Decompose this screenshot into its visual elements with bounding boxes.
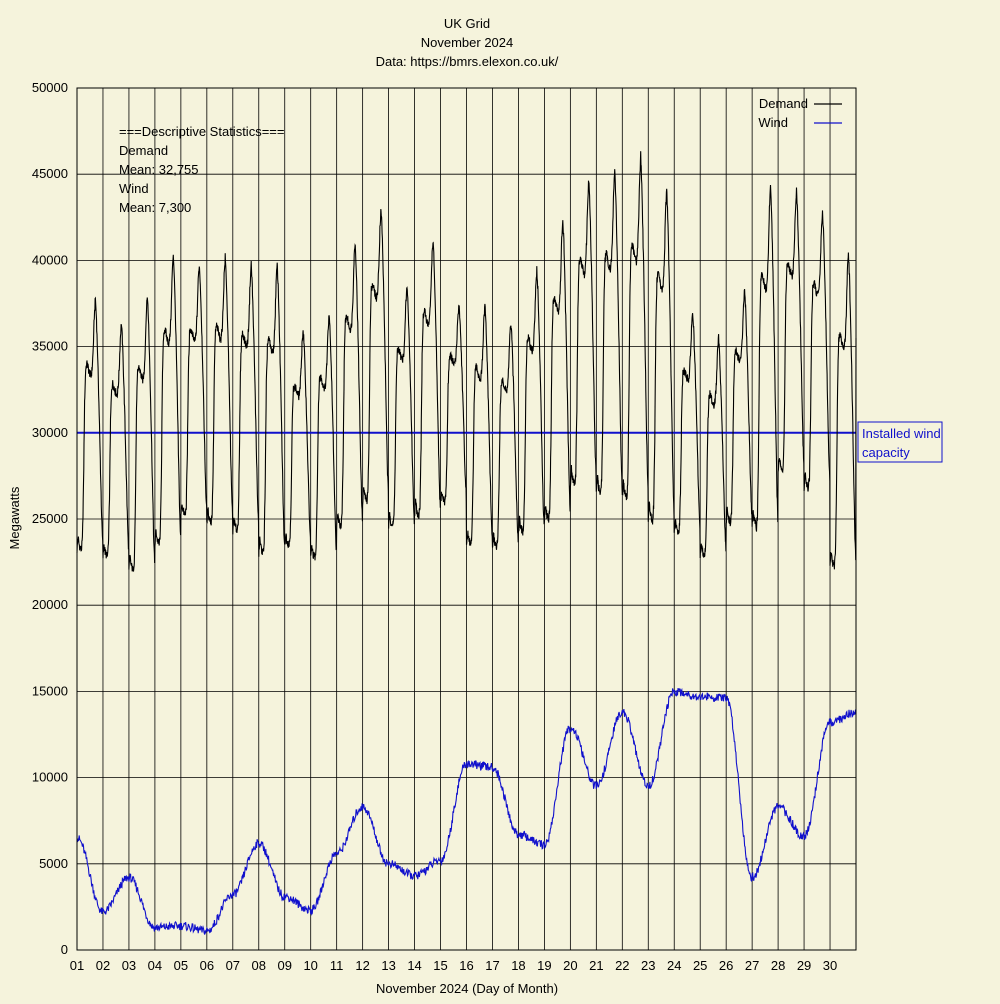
- y-tick-label: 10000: [32, 770, 68, 785]
- x-tick-label: 05: [174, 958, 188, 973]
- x-tick-label: 14: [407, 958, 421, 973]
- x-tick-label: 22: [615, 958, 629, 973]
- x-tick-label: 02: [96, 958, 110, 973]
- stats-demand-mean: Mean: 32,755: [119, 162, 199, 177]
- x-tick-label: 23: [641, 958, 655, 973]
- x-tick-label: 30: [823, 958, 837, 973]
- x-tick-label: 24: [667, 958, 681, 973]
- legend-label-demand: Demand: [759, 96, 808, 111]
- x-axis-label: November 2024 (Day of Month): [376, 981, 558, 996]
- stats-demand-label: Demand: [119, 143, 168, 158]
- x-tick-label: 01: [70, 958, 84, 973]
- y-tick-label: 25000: [32, 511, 68, 526]
- series-line-wind: [76, 687, 857, 935]
- y-tick-label: 20000: [32, 597, 68, 612]
- y-tick-label: 0: [61, 942, 68, 957]
- capacity-annotation: Installed wind capacity: [857, 421, 943, 463]
- x-tick-label: 19: [537, 958, 551, 973]
- x-tick-label: 06: [200, 958, 214, 973]
- chart-title: UK Grid: [444, 16, 490, 31]
- x-tick-label: 29: [797, 958, 811, 973]
- chart-source: Data: https://bmrs.elexon.co.uk/: [376, 54, 559, 69]
- x-tick-label: 13: [381, 958, 395, 973]
- x-tick-label: 15: [433, 958, 447, 973]
- x-tick-label: 18: [511, 958, 525, 973]
- stats-heading: ===Descriptive Statistics===: [119, 124, 284, 139]
- y-tick-label: 30000: [32, 425, 68, 440]
- y-tick-labels: 0 5000 10000 15000 20000 25000 30000 35000 40000…: [32, 80, 68, 957]
- x-tick-label: 17: [485, 958, 499, 973]
- y-tick-label: 40000: [32, 252, 68, 267]
- y-tick-label: 50000: [32, 80, 68, 95]
- y-tick-label: 15000: [32, 683, 68, 698]
- x-tick-label: 25: [693, 958, 707, 973]
- capacity-label-line1: Installed wind: [862, 426, 941, 441]
- x-tick-label: 28: [771, 958, 785, 973]
- x-tick-label: 26: [719, 958, 733, 973]
- capacity-annotation-box: [857, 421, 943, 463]
- x-tick-label: 03: [122, 958, 136, 973]
- x-tick-labels: 01 02 03 04 05 06 07 08 09 10 11 12 13 14 15 16 17 18 19 20…: [70, 958, 838, 973]
- stats-box: ===Descriptive Statistics=== Demand Mean…: [119, 124, 284, 215]
- capacity-label-line2: capacity: [862, 445, 910, 460]
- x-tick-label: 21: [589, 958, 603, 973]
- x-tick-label: 11: [330, 958, 344, 973]
- x-tick-label: 20: [563, 958, 577, 973]
- y-axis-label: Megawatts: [7, 486, 22, 549]
- x-tick-label: 16: [459, 958, 473, 973]
- stats-wind-mean: Mean: 7,300: [119, 200, 191, 215]
- x-tick-label: 08: [252, 958, 266, 973]
- x-tick-label: 09: [277, 958, 291, 973]
- x-tick-label: 27: [745, 958, 759, 973]
- y-tick-label: 35000: [32, 339, 68, 354]
- x-tick-label: 10: [303, 958, 317, 973]
- y-tick-label: 5000: [39, 856, 68, 871]
- stats-wind-label: Wind: [119, 181, 149, 196]
- chart-subtitle: November 2024: [421, 35, 514, 50]
- series-group: [76, 151, 857, 935]
- x-tick-label: 07: [226, 958, 240, 973]
- y-tick-label: 45000: [32, 166, 68, 181]
- plot-frame: [76, 87, 857, 951]
- x-tick-label: 04: [148, 958, 162, 973]
- x-tick-label: 12: [355, 958, 369, 973]
- series-line-demand: [76, 151, 857, 572]
- legend: Demand Wind: [758, 96, 842, 130]
- legend-label-wind: Wind: [758, 115, 788, 130]
